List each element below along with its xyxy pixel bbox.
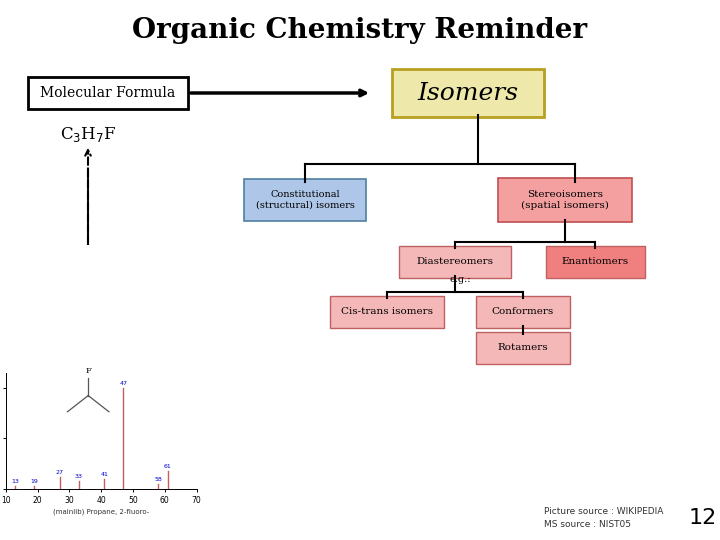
Text: 19: 19 xyxy=(30,479,38,484)
Text: 27: 27 xyxy=(56,470,64,475)
Text: 47: 47 xyxy=(120,381,127,386)
FancyBboxPatch shape xyxy=(498,178,632,222)
FancyBboxPatch shape xyxy=(476,332,570,364)
Text: Rotamers: Rotamers xyxy=(498,343,549,353)
Text: Cis-trans isomers: Cis-trans isomers xyxy=(341,307,433,316)
Text: Organic Chemistry Reminder: Organic Chemistry Reminder xyxy=(132,17,588,44)
Text: 58: 58 xyxy=(155,477,162,482)
Text: 41: 41 xyxy=(100,472,108,477)
FancyBboxPatch shape xyxy=(28,77,188,109)
Text: Diastereomers: Diastereomers xyxy=(416,258,493,267)
X-axis label: (mainlib) Propane, 2-fluoro-: (mainlib) Propane, 2-fluoro- xyxy=(53,508,149,515)
FancyBboxPatch shape xyxy=(399,246,511,278)
Text: 33: 33 xyxy=(75,474,83,479)
FancyBboxPatch shape xyxy=(476,296,570,328)
FancyBboxPatch shape xyxy=(330,296,444,328)
Text: 12: 12 xyxy=(689,508,717,528)
FancyBboxPatch shape xyxy=(546,246,644,278)
Text: Molecular Formula: Molecular Formula xyxy=(40,86,176,100)
Text: F: F xyxy=(85,367,91,375)
Text: Isomers: Isomers xyxy=(418,82,518,105)
Text: Constitutional
(structural) isomers: Constitutional (structural) isomers xyxy=(256,190,354,210)
Text: Picture source : WIKIPEDIA
MS source : NIST05: Picture source : WIKIPEDIA MS source : N… xyxy=(544,507,663,529)
Text: Conformers: Conformers xyxy=(492,307,554,316)
FancyBboxPatch shape xyxy=(244,179,366,221)
FancyBboxPatch shape xyxy=(392,69,544,117)
Text: Enantiomers: Enantiomers xyxy=(562,258,629,267)
Text: e.g.:: e.g.: xyxy=(449,275,471,285)
Text: 13: 13 xyxy=(12,479,19,484)
Text: C$_3$H$_7$F: C$_3$H$_7$F xyxy=(60,125,116,145)
Text: Stereoisomers
(spatial isomers): Stereoisomers (spatial isomers) xyxy=(521,190,609,210)
Text: 61: 61 xyxy=(164,464,172,469)
